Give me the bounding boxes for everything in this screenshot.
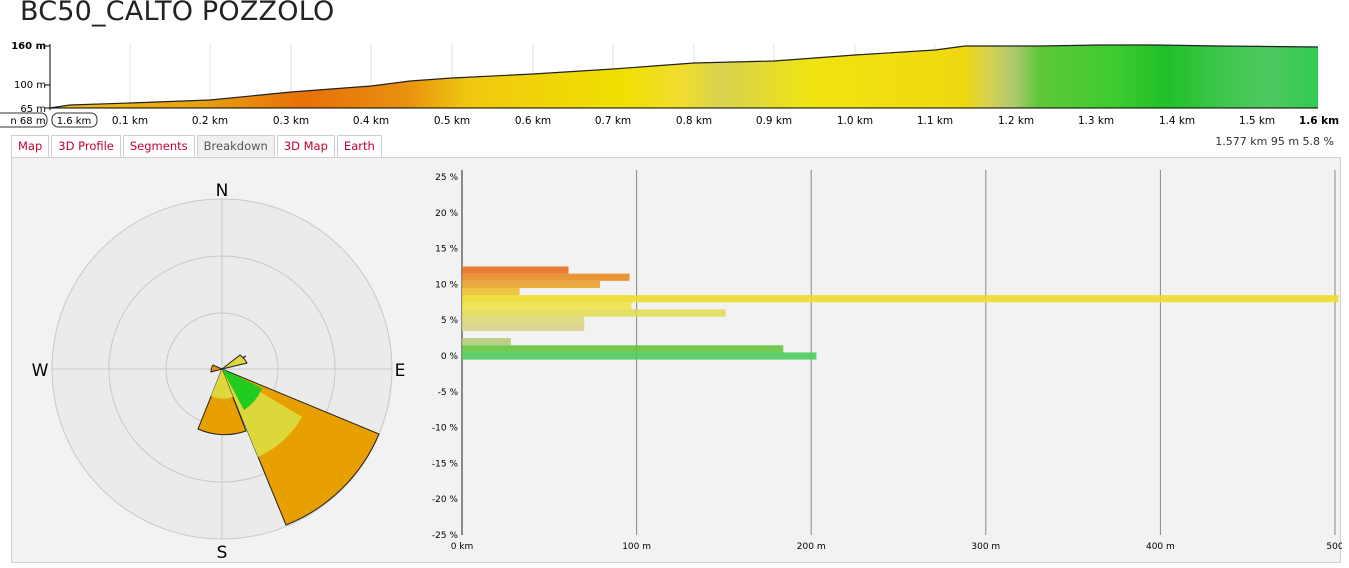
x-tick-label: 400 m — [1146, 542, 1175, 552]
gradient-bar — [462, 273, 630, 281]
rose-sector-ne — [221, 354, 248, 370]
gradient-bar — [462, 295, 1339, 303]
profile-x-label: 0.6 km — [515, 115, 551, 127]
route-summary: 1.577 km 95 m 5.8 % — [1215, 135, 1334, 148]
gradient-breakdown-chart: 0 km 100 m 200 m 300 m 400 m 500 25 % 20 % 15 % 1… — [432, 170, 1344, 552]
x-tick-label: 200 m — [797, 542, 826, 552]
tab-breakdown[interactable]: Breakdown — [196, 135, 275, 158]
y-tick-label: -10 % — [432, 424, 459, 434]
elevation-profile[interactable]: 160 m 100 m 65 m n 68 m 1.6 km 0.1 km 0.… — [0, 36, 1349, 131]
y-tick-label: -20 % — [432, 495, 459, 505]
compass-south: S — [217, 543, 228, 563]
compass-north: N — [216, 181, 229, 201]
profile-x-label: 0.7 km — [595, 115, 631, 127]
compass-west: W — [32, 361, 49, 381]
profile-x-label: 0.2 km — [192, 115, 228, 127]
profile-x-label: 1.4 km — [1159, 115, 1195, 127]
page-title: BC50_CALTO POZZOLO — [20, 0, 335, 27]
y-tick-label: 15 % — [435, 245, 458, 255]
y-tick-label: -15 % — [432, 459, 459, 469]
y-tick-label: -5 % — [438, 388, 459, 398]
profile-y-label-min: 65 m — [20, 104, 46, 115]
rose-sector-w — [210, 364, 224, 373]
tab-bar: Map 3D Profile Segments Breakdown 3D Map… — [11, 135, 382, 158]
gradient-bar — [462, 280, 600, 288]
profile-x-label-end: 1.6 km — [1299, 115, 1339, 127]
tab-segments[interactable]: Segments — [122, 135, 195, 158]
profile-x-label: 0.1 km — [112, 115, 148, 127]
gradient-bar — [462, 352, 817, 360]
rose-sector-se — [222, 369, 262, 410]
tab-earth[interactable]: Earth — [336, 135, 382, 158]
profile-x-label: 1.3 km — [1078, 115, 1114, 127]
gradient-breakdown: 0 km 100 m 200 m 300 m 400 m 500 25 % 20 % 15 % 1… — [422, 158, 1344, 564]
profile-x-label: 1.5 km — [1239, 115, 1275, 127]
direction-rose: N E S W — [12, 158, 442, 564]
profile-x-label: 0.5 km — [434, 115, 470, 127]
elevation-profile-chart: 160 m 100 m 65 m n 68 m 1.6 km 0.1 km 0.… — [0, 41, 1339, 128]
profile-x-label: 0.9 km — [756, 115, 792, 127]
y-tick-label: 10 % — [435, 280, 458, 290]
y-tick-label: -25 % — [432, 531, 459, 541]
x-tick-label: 300 m — [971, 542, 1000, 552]
breakdown-panel: N E S W 0 km 100 m 200 m 300 m 400 m 500 25 % 2… — [11, 157, 1344, 564]
profile-x-label: 1.1 km — [917, 115, 953, 127]
tab-3d-map[interactable]: 3D Map — [276, 135, 335, 158]
profile-x-label: 0.4 km — [353, 115, 389, 127]
profile-x-label: 1.0 km — [837, 115, 873, 127]
gradient-bar — [462, 345, 784, 353]
gradient-bar — [462, 316, 585, 324]
gradient-bar — [462, 287, 520, 296]
profile-x-label: 1.2 km — [998, 115, 1034, 127]
profile-y-label-mid: 100 m — [14, 80, 46, 91]
profile-range-start: n 68 m — [10, 116, 45, 127]
gradient-bar — [462, 309, 726, 317]
y-tick-label: 20 % — [435, 209, 458, 219]
compass-east: E — [395, 361, 406, 381]
profile-x-label: 0.3 km — [273, 115, 309, 127]
direction-rose-chart: N E S W — [32, 181, 406, 563]
y-tick-label: 25 % — [435, 173, 458, 183]
gradient-bar — [462, 338, 511, 346]
x-tick-label: 500 — [1326, 542, 1342, 552]
tab-3d-profile[interactable]: 3D Profile — [51, 135, 121, 158]
y-tick-label: 5 % — [441, 316, 459, 326]
profile-y-label-max: 160 m — [11, 41, 46, 52]
tab-map[interactable]: Map — [11, 135, 50, 158]
y-tick-label: 0 % — [441, 352, 459, 362]
x-tick-label: 0 km — [451, 542, 474, 552]
gradient-bar — [462, 302, 632, 310]
rose-sector-ssw — [197, 367, 247, 436]
profile-x-label: 0.8 km — [676, 115, 712, 127]
profile-range-end: 1.6 km — [57, 116, 92, 127]
rose-sector-ssw-inner — [211, 369, 233, 399]
x-tick-label: 100 m — [622, 542, 651, 552]
gradient-bar — [462, 323, 585, 331]
gradient-bar — [462, 266, 569, 274]
